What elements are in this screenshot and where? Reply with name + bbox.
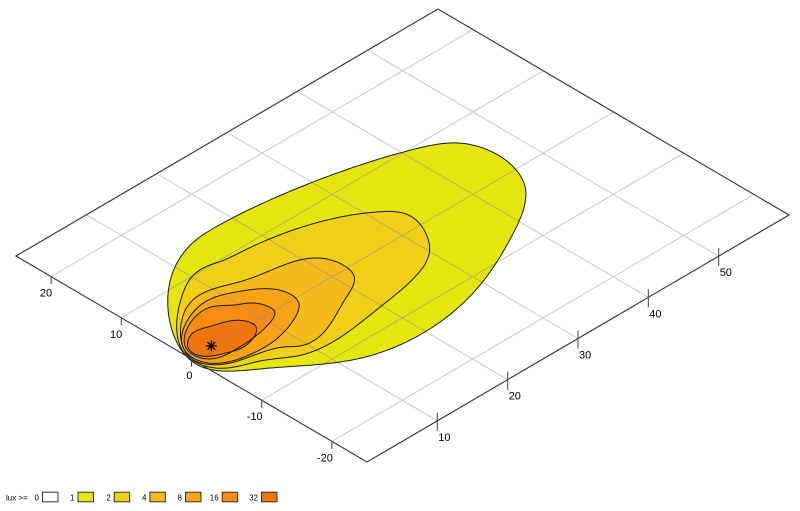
svg-text:10: 10 (110, 329, 122, 341)
svg-text:10: 10 (438, 432, 450, 444)
svg-text:32: 32 (249, 494, 258, 503)
svg-text:50: 50 (720, 267, 732, 279)
svg-text:40: 40 (649, 308, 661, 320)
svg-text:4: 4 (142, 494, 147, 503)
svg-text:16: 16 (210, 494, 219, 503)
svg-text:30: 30 (579, 350, 591, 362)
svg-text:-20: -20 (317, 452, 333, 464)
svg-text:20: 20 (509, 391, 521, 403)
svg-text:8: 8 (178, 494, 183, 503)
svg-text:lux >=: lux >= (6, 494, 28, 503)
svg-text:20: 20 (40, 288, 52, 300)
svg-text:2: 2 (106, 494, 111, 503)
svg-text:-10: -10 (247, 411, 263, 423)
svg-text:0: 0 (35, 494, 40, 503)
svg-text:0: 0 (186, 370, 192, 382)
svg-text:1: 1 (70, 494, 75, 503)
